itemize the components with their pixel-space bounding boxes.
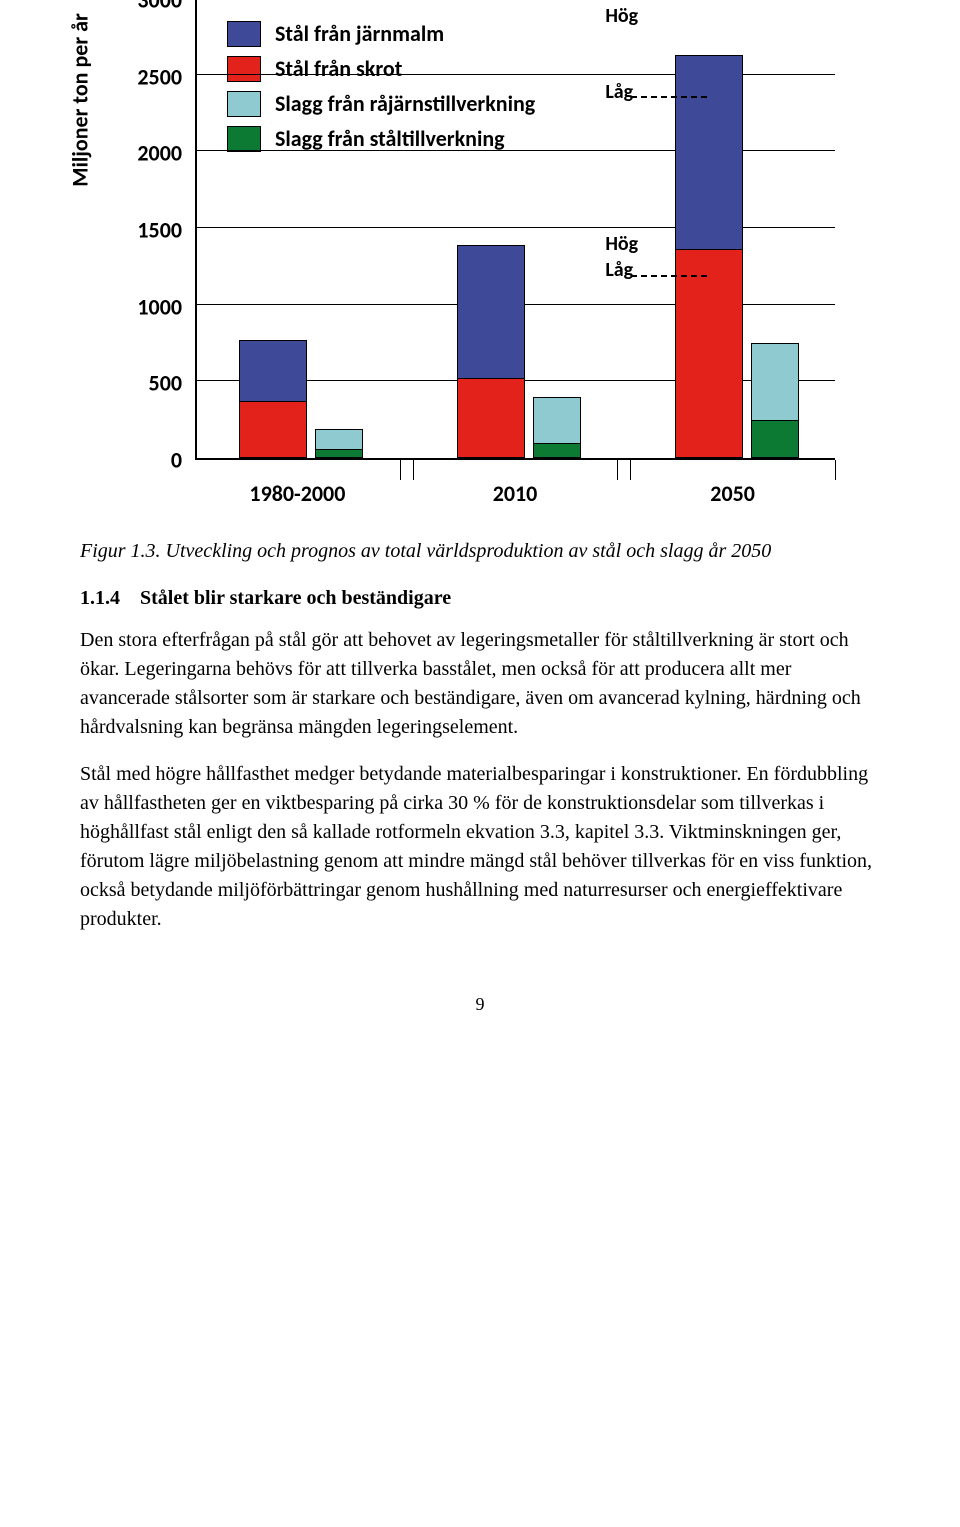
- legend-swatch: [227, 21, 261, 47]
- bar-segment: [751, 420, 799, 458]
- y-tick: 1000: [137, 293, 182, 320]
- bar-segment: [675, 55, 743, 251]
- bar-column: [533, 398, 581, 458]
- bar-segment: [675, 249, 743, 458]
- legend: Stål från järnmalm Stål från skrot Slagg f…: [227, 20, 535, 160]
- legend-item: Slagg från ståltillverkning: [227, 125, 535, 152]
- x-label: 2050: [710, 480, 755, 507]
- legend-swatch: [227, 56, 261, 82]
- bar-segment: [315, 429, 363, 450]
- bar-column: [239, 341, 307, 458]
- scenario-lag-top: Låg: [605, 80, 633, 104]
- plot-area: Stål från järnmalm Stål från skrot Slagg f…: [195, 0, 835, 460]
- y-axis-ticks: 050010001500200025003000: [130, 0, 190, 460]
- chart: Miljoner ton per år 05001000150020002500…: [100, 0, 860, 520]
- x-axis-labels: 1980-2000 2010 2050: [195, 470, 835, 510]
- page-number: 9: [80, 994, 880, 1015]
- bar-group: [239, 341, 363, 458]
- paragraph-1: Den stora efterfrågan på stål gör att be…: [80, 626, 880, 742]
- bar-group: [457, 246, 581, 458]
- dashed-line: [631, 96, 708, 98]
- scenario-hog-top: Hög: [605, 4, 638, 28]
- bar-segment: [315, 449, 363, 458]
- x-label: 1980-2000: [249, 480, 345, 507]
- legend-swatch: [227, 91, 261, 117]
- figure-caption: Figur 1.3. Utveckling och prognos av tot…: [80, 540, 880, 563]
- legend-item: Slagg från råjärnstillverkning: [227, 90, 535, 117]
- scenario-hog-mid: Hög: [605, 232, 638, 256]
- section-title: Stålet blir starkare och beständigare: [140, 587, 451, 609]
- y-tick: 2500: [137, 63, 182, 90]
- bar-segment: [239, 401, 307, 458]
- bar-segment: [533, 443, 581, 458]
- dashed-line: [631, 275, 708, 277]
- bar-segment: [457, 245, 525, 380]
- section-heading: 1.1.4 Stålet blir starkare och beständig…: [80, 587, 880, 610]
- bar-column: [675, 56, 743, 458]
- scenario-lag-mid: Låg: [605, 258, 633, 282]
- legend-label: Stål från järnmalm: [275, 20, 444, 47]
- bar-segment: [239, 340, 307, 403]
- bar-column: [315, 430, 363, 458]
- paragraph-2: Stål med högre hållfasthet medger betyda…: [80, 760, 880, 934]
- bar-column: [751, 344, 799, 458]
- legend-swatch: [227, 126, 261, 152]
- bar-column: [457, 246, 525, 458]
- y-tick: 0: [171, 447, 182, 474]
- y-axis-label: Miljoner ton per år: [67, 13, 94, 187]
- x-label: 2010: [493, 480, 538, 507]
- y-tick: 500: [149, 370, 182, 397]
- bar-segment: [751, 343, 799, 421]
- legend-label: Slagg från ståltillverkning: [275, 125, 505, 152]
- section-number: 1.1.4: [80, 587, 120, 609]
- legend-label: Slagg från råjärnstillverkning: [275, 90, 535, 117]
- bar-segment: [457, 378, 525, 458]
- y-tick: 2000: [137, 140, 182, 167]
- bar-segment: [533, 397, 581, 445]
- bar-group: [675, 56, 799, 458]
- y-tick: 1500: [137, 217, 182, 244]
- legend-item: Stål från skrot: [227, 55, 535, 82]
- legend-item: Stål från järnmalm: [227, 20, 535, 47]
- y-tick: 3000: [137, 0, 182, 14]
- legend-label: Stål från skrot: [275, 55, 402, 82]
